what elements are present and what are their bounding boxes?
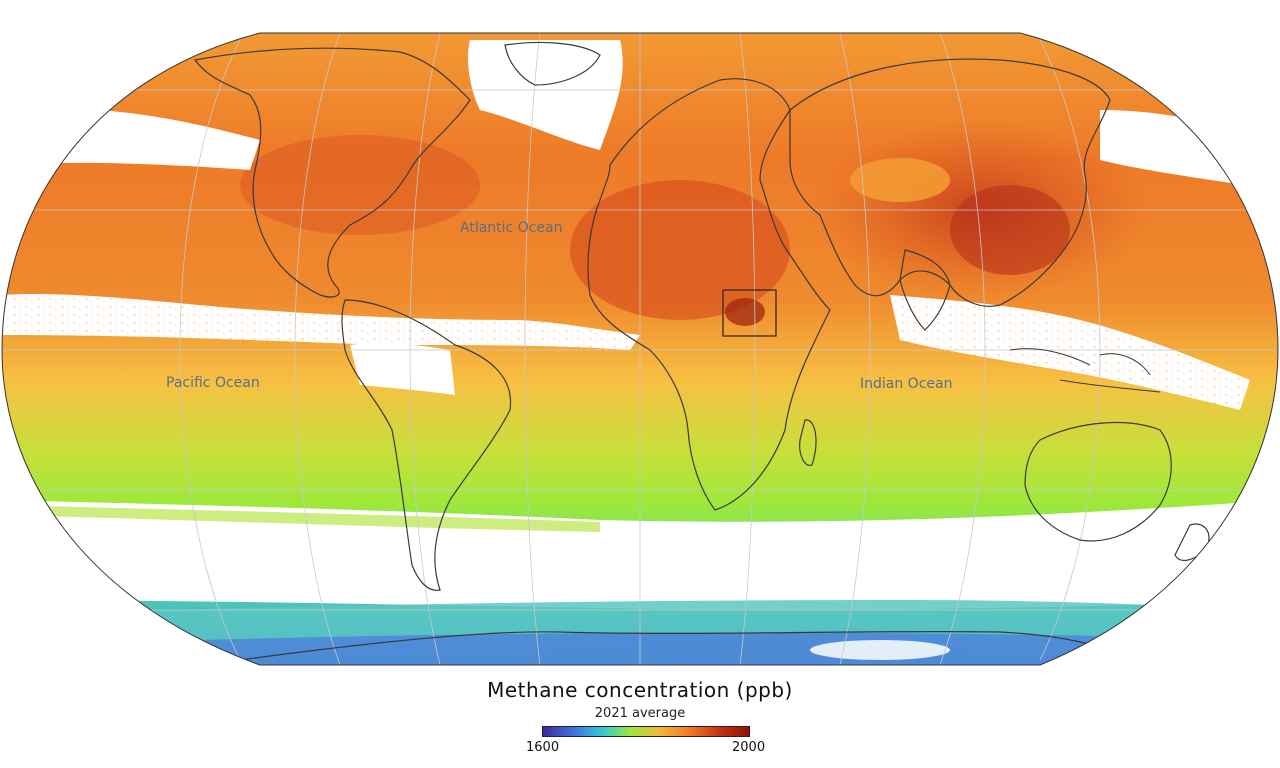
pacific-ocean-label: Pacific Ocean: [166, 375, 260, 391]
greenland-outline: [504, 41, 601, 86]
maritime-islands: [1009, 348, 1161, 393]
south-asia-hot-spot: [950, 185, 1070, 275]
atlantic-ocean-label: Atlantic Ocean: [460, 220, 563, 236]
no-data-greenland-area: [468, 40, 623, 150]
colorbar-max-label: 2000: [732, 740, 766, 755]
indian-ocean-label: Indian Ocean: [860, 376, 953, 392]
antarctica-outline: [239, 630, 1121, 661]
no-data-amazon: [350, 342, 455, 395]
south-america-outline: [341, 299, 512, 591]
australia-outline: [1024, 421, 1172, 542]
africa-europe-outline: [587, 78, 831, 511]
sahara-hot-region: [570, 180, 790, 320]
madagascar-outline: [799, 419, 817, 466]
methane-map: [1, 32, 1279, 666]
legend-title: Methane concentration (ppb): [487, 678, 793, 702]
no-data-itcz-band: [2, 294, 640, 350]
no-data-maritime: [890, 295, 1250, 410]
tibet-plateau: [850, 158, 950, 202]
graticule: [2, 33, 1278, 665]
sudd-hotspot: [725, 298, 765, 326]
highlight-box: [722, 289, 777, 337]
colorbar: [542, 726, 750, 737]
asia-outline: [789, 58, 1111, 307]
map-frame: [1, 32, 1279, 666]
north-america-outline: [193, 47, 471, 298]
legend-subtitle: 2021 average: [594, 706, 686, 721]
india-outline: [899, 249, 951, 331]
colorbar-min-label: 1600: [526, 740, 560, 755]
